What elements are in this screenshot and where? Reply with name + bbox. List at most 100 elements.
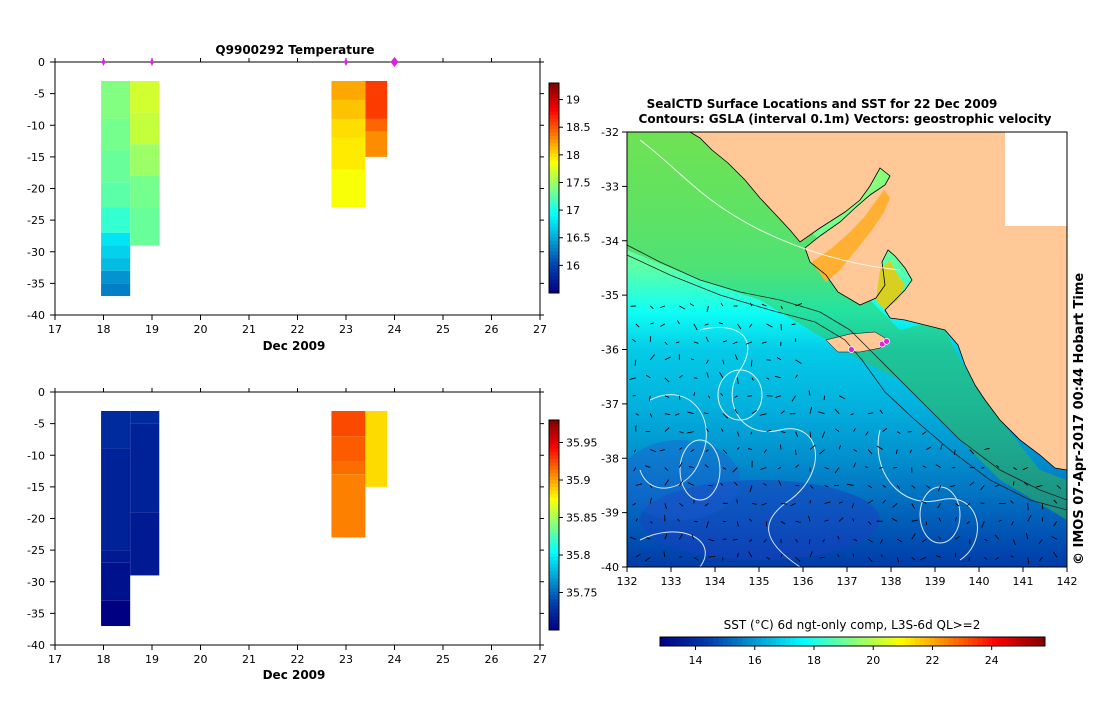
y-tick-label: -20: [27, 183, 45, 196]
colorbar-step: [549, 553, 559, 557]
sst-colorbar-step: [982, 637, 987, 646]
profile-cell: [101, 271, 130, 284]
colorbar-step: [549, 438, 559, 442]
x-tick-label: 21: [242, 653, 256, 666]
profile-cell: [101, 119, 130, 151]
profile-cell: [331, 138, 365, 170]
map-x-tick-label: 132: [617, 575, 638, 588]
colorbar-step: [549, 560, 559, 564]
profile-cell: [101, 245, 130, 258]
map-x-tick-label: 136: [793, 575, 814, 588]
colorbar-step: [549, 480, 559, 484]
x-tick-label: 18: [97, 323, 111, 336]
sst-colorbar-step: [1031, 637, 1036, 646]
colorbar-step: [549, 550, 559, 554]
colorbar-step: [549, 209, 559, 213]
sst-colorbar-step: [689, 637, 694, 646]
colorbar-step: [549, 427, 559, 431]
profile-cell: [101, 283, 130, 296]
profile-cell: [101, 233, 130, 246]
x-tick-label: 18: [97, 653, 111, 666]
sst-colorbar-step: [670, 637, 675, 646]
colorbar-step: [549, 529, 559, 533]
colorbar-step: [549, 424, 559, 428]
x-tick-label: 22: [291, 653, 305, 666]
x-tick-label: 27: [533, 653, 547, 666]
surface-marker: [391, 57, 399, 67]
sst-colorbar-tick-label: 18: [807, 654, 821, 667]
colorbar-step: [549, 469, 559, 473]
colorbar-step: [549, 181, 559, 185]
sst-colorbar-step: [997, 637, 1002, 646]
profile-cell: [331, 462, 365, 475]
velocity-vector: [810, 432, 811, 438]
colorbar-tick-label: 35.75: [566, 587, 598, 600]
colorbar-step: [549, 518, 559, 522]
colorbar-tick-label: 19: [566, 94, 580, 107]
colorbar-step: [549, 227, 559, 231]
sst-colorbar-step: [833, 637, 838, 646]
sst-colorbar-step: [694, 637, 699, 646]
colorbar-step: [549, 532, 559, 536]
sst-colorbar-step: [737, 637, 742, 646]
sst-colorbar-step: [809, 637, 814, 646]
x-tick-label: 24: [388, 653, 402, 666]
colorbar-step: [549, 265, 559, 269]
x-tick-label: 22: [291, 323, 305, 336]
profile-cell: [365, 119, 387, 132]
colorbar-step: [549, 462, 559, 466]
sst-colorbar-step: [862, 637, 867, 646]
sst-colorbar-step: [703, 637, 708, 646]
colorbar-step: [549, 609, 559, 613]
colorbar-step: [549, 588, 559, 592]
colorbar-step: [549, 602, 559, 606]
profile-cell: [331, 81, 365, 100]
colorbar-step: [549, 613, 559, 617]
y-tick-label: -25: [27, 214, 45, 227]
colorbar-step: [549, 283, 559, 287]
sst-colorbar-step: [742, 637, 747, 646]
y-tick-label: -5: [34, 88, 45, 101]
colorbar-step: [549, 230, 559, 234]
sst-colorbar-step: [838, 637, 843, 646]
colorbar-step: [549, 237, 559, 241]
map-x-tick-label: 142: [1057, 575, 1078, 588]
sst-colorbar-label: SST (°C) 6d ngt-only comp, L3S-6d QL>=2: [724, 618, 981, 632]
sst-colorbar-tick-label: 14: [689, 654, 703, 667]
map-y-ticks: -32-33-34-35-36-37-38-39-40: [601, 126, 627, 574]
x-tick-label: 20: [194, 323, 208, 336]
sst-colorbar-step: [732, 637, 737, 646]
profile-cell: [331, 436, 365, 461]
profile-cell: [101, 207, 130, 232]
velocity-vector: [679, 396, 680, 400]
map-y-tick-label: -40: [601, 561, 619, 574]
colorbar-step: [549, 139, 559, 143]
colorbar-tick-label: 17.5: [566, 176, 591, 189]
colorbar-step: [549, 536, 559, 540]
sst-colorbar-step: [660, 637, 665, 646]
sst-colorbar-step: [853, 637, 858, 646]
colorbar-step: [549, 199, 559, 203]
sst-colorbar-step: [886, 637, 891, 646]
profile-cell: [130, 81, 159, 113]
sst-colorbar-step: [766, 637, 771, 646]
sst-colorbar-step: [684, 637, 689, 646]
velocity-vector: [781, 503, 787, 504]
sst-colorbar-step: [1035, 637, 1040, 646]
colorbar-step: [549, 567, 559, 571]
x-tick-label: 17: [48, 323, 62, 336]
profile-cell: [331, 100, 365, 119]
sst-colorbar-step: [857, 637, 862, 646]
colorbar-step: [549, 272, 559, 276]
colorbar-step: [549, 574, 559, 578]
temperature-cells: [101, 81, 387, 296]
colorbar-step: [549, 497, 559, 501]
x-tick-label: 20: [194, 653, 208, 666]
sst-colorbar-step: [1026, 637, 1031, 646]
sst-colorbar-step: [934, 637, 939, 646]
colorbar-step: [549, 157, 559, 161]
x-tick-label: 19: [145, 323, 159, 336]
colorbar-step: [549, 94, 559, 98]
